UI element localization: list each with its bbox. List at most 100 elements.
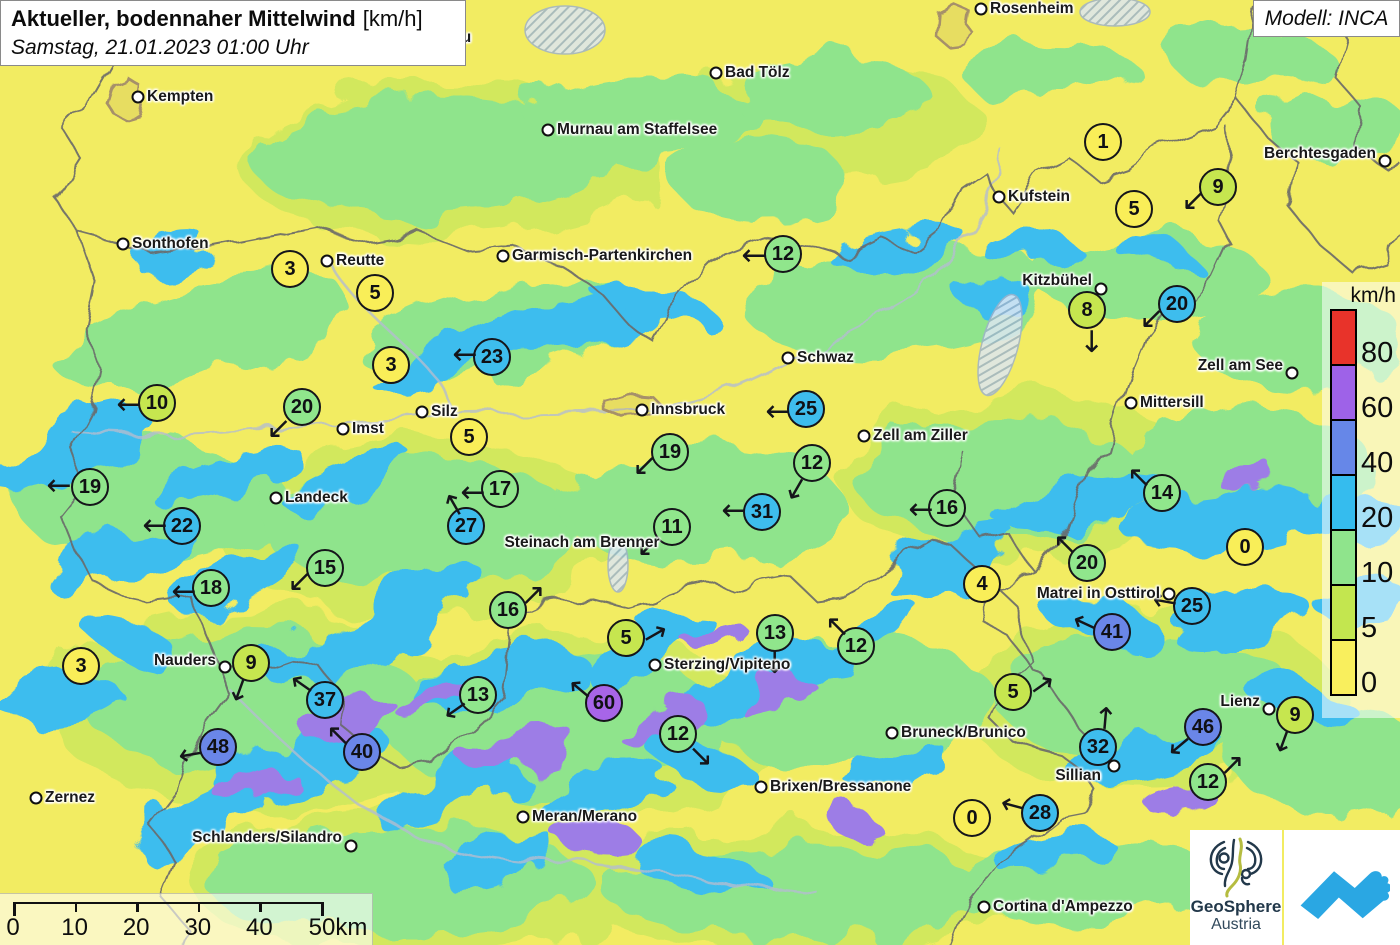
city-dot xyxy=(1378,154,1392,168)
city-label: Berchtesgaden xyxy=(1264,145,1376,162)
wind-value: 32 xyxy=(1086,735,1110,758)
wind-marker: 12 ← xyxy=(1189,744,1254,801)
wind-value: 12 xyxy=(666,722,690,745)
wind-marker: 22 ← xyxy=(142,507,201,545)
city-label: Schwaz xyxy=(797,349,854,366)
map-title-box: Aktueller, bodennaher Mittelwind [km/h] S… xyxy=(0,0,466,66)
model-label: Modell: INCA xyxy=(1253,0,1400,37)
city-label: Landeck xyxy=(285,489,348,506)
wind-value: 12 xyxy=(844,634,868,657)
wind-value: 0 xyxy=(1239,535,1251,558)
wind-value: 5 xyxy=(1007,680,1019,703)
city-label: Silz xyxy=(431,403,458,420)
wind-value: 16 xyxy=(496,598,520,621)
city-label: Reutte xyxy=(336,252,385,269)
city-label: Sonthofen xyxy=(132,235,209,252)
legend-tick-label: 60 xyxy=(1361,392,1394,424)
city-label: Zell am Ziller xyxy=(873,427,968,444)
city-dot xyxy=(885,726,899,740)
scale-tick xyxy=(74,902,78,912)
city-dot xyxy=(131,90,145,104)
city-label: Brixen/Bressanone xyxy=(770,778,912,795)
city-dot xyxy=(781,351,795,365)
wind-marker: 14 ← xyxy=(1118,456,1181,512)
wind-marker: 19 ← xyxy=(46,468,109,506)
city-dot xyxy=(1124,396,1138,410)
city-dot xyxy=(1285,366,1299,380)
legend-tick-label: 10 xyxy=(1361,557,1394,589)
wind-marker: 16 ← xyxy=(908,489,966,527)
city-dot xyxy=(496,249,510,263)
city-label: Sillian xyxy=(1055,767,1101,784)
wind-value: 19 xyxy=(78,475,102,498)
wind-marker: 0 xyxy=(1226,528,1264,566)
city-label: Innsbruck xyxy=(651,401,726,418)
wind-value: 16 xyxy=(935,496,959,519)
wind-marker: 12 ← xyxy=(816,605,875,665)
legend-color-bar xyxy=(1330,309,1357,696)
wind-marker: 25 ← xyxy=(1150,582,1211,625)
wind-value: 5 xyxy=(1128,197,1140,220)
wind-value: 60 xyxy=(592,691,616,714)
legend: km/h 80 60 40 20 10 5 0 xyxy=(1322,282,1400,718)
scale-bar-line xyxy=(13,902,322,904)
wind-value: 27 xyxy=(454,514,478,537)
city-label: Sterzing/Vipiteno xyxy=(664,656,791,673)
city-dot xyxy=(974,2,988,16)
city-dot xyxy=(992,190,1006,204)
wind-marker: 12 ← xyxy=(741,235,802,273)
wind-marker: 32 ← xyxy=(1079,704,1124,766)
wind-marker: 20 ← xyxy=(257,388,321,450)
wind-marker: 11 ← xyxy=(627,508,691,568)
city-dot xyxy=(218,660,232,674)
wind-marker: 27 ← xyxy=(433,485,485,545)
wind-marker: 48 ← xyxy=(175,728,237,774)
legend-unit-label: km/h xyxy=(1350,284,1396,307)
wind-marker: 1 xyxy=(1084,123,1122,161)
city-label: Lienz xyxy=(1220,693,1260,710)
wind-marker: 9 ← xyxy=(1263,696,1314,759)
wind-value: 17 xyxy=(488,477,512,500)
city-dot xyxy=(1094,282,1108,296)
city-dot xyxy=(709,66,723,80)
wind-value: 48 xyxy=(206,735,230,758)
city-label: Kitzbühel xyxy=(1022,272,1092,289)
city-dot xyxy=(541,123,555,137)
glacier-hatch xyxy=(524,0,1151,593)
scale-tick xyxy=(321,902,324,916)
city-label: Meran/Merano xyxy=(532,808,638,825)
wind-value: 20 xyxy=(1075,551,1099,574)
city-label: Kufstein xyxy=(1008,188,1070,205)
rivers xyxy=(69,149,1004,897)
legend-tick-label: 40 xyxy=(1361,447,1394,479)
wind-marker: 19 ← xyxy=(623,433,689,487)
wind-marker: 23 ← xyxy=(452,338,511,376)
wind-value: 3 xyxy=(385,353,397,376)
wind-value: 31 xyxy=(750,500,774,523)
city-label: Bruneck/Brunico xyxy=(901,724,1026,741)
city-dot xyxy=(269,491,283,505)
wind-value: 20 xyxy=(1165,292,1189,315)
tirol-logo xyxy=(1284,830,1400,945)
city-label: Cortina d'Ampezzo xyxy=(993,898,1133,915)
wind-marker: 3 xyxy=(271,250,309,288)
wind-marker: 20 ← xyxy=(1044,523,1106,582)
wind-value: 19 xyxy=(658,440,682,463)
scale-tick-label: 10 xyxy=(61,914,88,941)
wind-value: 22 xyxy=(170,514,194,537)
page-title: Aktueller, bodennaher Mittelwind [km/h] xyxy=(11,4,455,34)
city-dot xyxy=(516,810,530,824)
wind-value: 3 xyxy=(284,257,296,280)
legend-tick-label: 5 xyxy=(1361,612,1378,644)
city-label: Zell am See xyxy=(1197,357,1283,374)
city-label: Imst xyxy=(352,420,384,437)
wind-marker: 3 xyxy=(62,647,100,685)
wind-marker: 10 ← xyxy=(116,384,176,422)
city-dot xyxy=(29,791,43,805)
wind-value: 15 xyxy=(313,556,337,579)
wind-marker: 3 xyxy=(372,346,410,384)
wind-value: 9 xyxy=(245,651,257,674)
legend-swatch xyxy=(1330,639,1357,696)
scale-tick-label: 20 xyxy=(122,914,150,941)
